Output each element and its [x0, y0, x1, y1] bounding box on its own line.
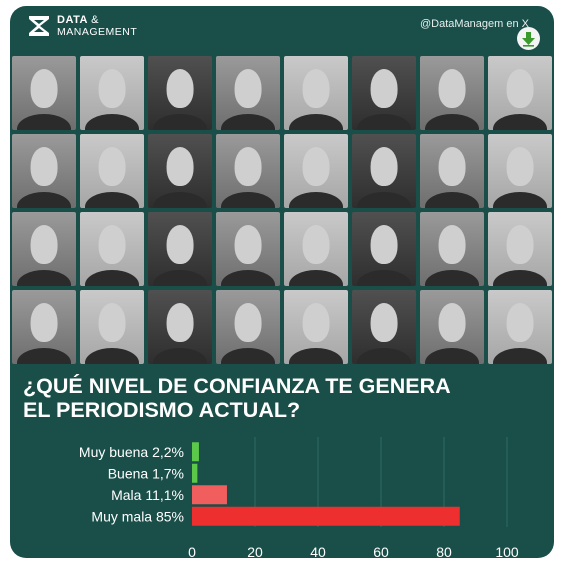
journalist-photo [488, 134, 552, 208]
journalist-photo [80, 212, 144, 286]
chart-bar [192, 485, 227, 505]
journalist-photo [148, 56, 212, 130]
chart-bar [192, 442, 199, 462]
journalist-photo [216, 134, 280, 208]
confidence-bar-chart: Muy buena 2,2% Buena 1,7% Mala 11,1% Muy ma… [10, 431, 554, 558]
chart-category-label: Buena 1,7% [108, 465, 184, 481]
chart-category-label: Mala 11,1% [111, 487, 184, 503]
journalist-photo [284, 212, 348, 286]
chart-bar [192, 463, 198, 483]
journalist-photo [488, 56, 552, 130]
chart-bar [192, 506, 460, 526]
journalist-photo [12, 134, 76, 208]
journalist-photo [12, 290, 76, 364]
journalist-photo [12, 56, 76, 130]
journalist-photo [420, 56, 484, 130]
journalist-photo-grid [10, 56, 554, 364]
brand-name-amp: & [91, 14, 99, 26]
chart-category-label: Muy mala 85% [91, 508, 184, 524]
chart-tick-label: 100 [495, 544, 519, 558]
brand-name-line2: MANAGEMENT [57, 26, 138, 38]
journalist-photo [148, 134, 212, 208]
journalist-photo [352, 134, 416, 208]
journalist-photo [420, 290, 484, 364]
chart-svg: Muy buena 2,2% Buena 1,7% Mala 11,1% Muy ma… [79, 437, 519, 558]
chart-tick-label: 80 [436, 544, 452, 558]
journalist-photo [284, 56, 348, 130]
journalist-photo [420, 212, 484, 286]
x-logo-icon [29, 16, 49, 36]
chart-tick-label: 60 [373, 544, 389, 558]
question-line1: ¿QUÉ NIVEL DE CONFIANZA TE GENERA [23, 374, 451, 398]
journalist-photo [352, 290, 416, 364]
journalist-photo [12, 212, 76, 286]
journalist-photo [80, 56, 144, 130]
journalist-photo [352, 56, 416, 130]
brand-name: DATA & MANAGEMENT [57, 14, 137, 38]
journalist-photo [488, 290, 552, 364]
chart-tick-label: 0 [188, 544, 196, 558]
journalist-photo [148, 212, 212, 286]
journalist-photo [216, 290, 280, 364]
social-handle: @DataManagem en X [420, 18, 530, 30]
journalist-photo [216, 212, 280, 286]
chart-tick-label: 20 [247, 544, 263, 558]
infographic-card: DATA & MANAGEMENT @DataManagem en X ¿QUÉ… [10, 6, 554, 558]
journalist-photo [352, 212, 416, 286]
journalist-photo [284, 290, 348, 364]
brand-logo[interactable]: DATA & MANAGEMENT [28, 14, 137, 38]
question-title: ¿QUÉ NIVEL DE CONFIANZA TE GENERA EL PER… [23, 374, 451, 422]
journalist-photo [284, 134, 348, 208]
journalist-photo [420, 134, 484, 208]
download-button[interactable] [517, 27, 540, 50]
journalist-photo [488, 212, 552, 286]
journalist-photo [216, 56, 280, 130]
question-line2: EL PERIODISMO ACTUAL? [23, 398, 301, 422]
journalist-photo [148, 290, 212, 364]
journalist-photo [80, 134, 144, 208]
chart-tick-label: 40 [310, 544, 326, 558]
journalist-photo [80, 290, 144, 364]
brand-name-line1: DATA [57, 14, 88, 26]
arrow-down-icon [522, 31, 535, 47]
chart-category-label: Muy buena 2,2% [79, 444, 184, 460]
